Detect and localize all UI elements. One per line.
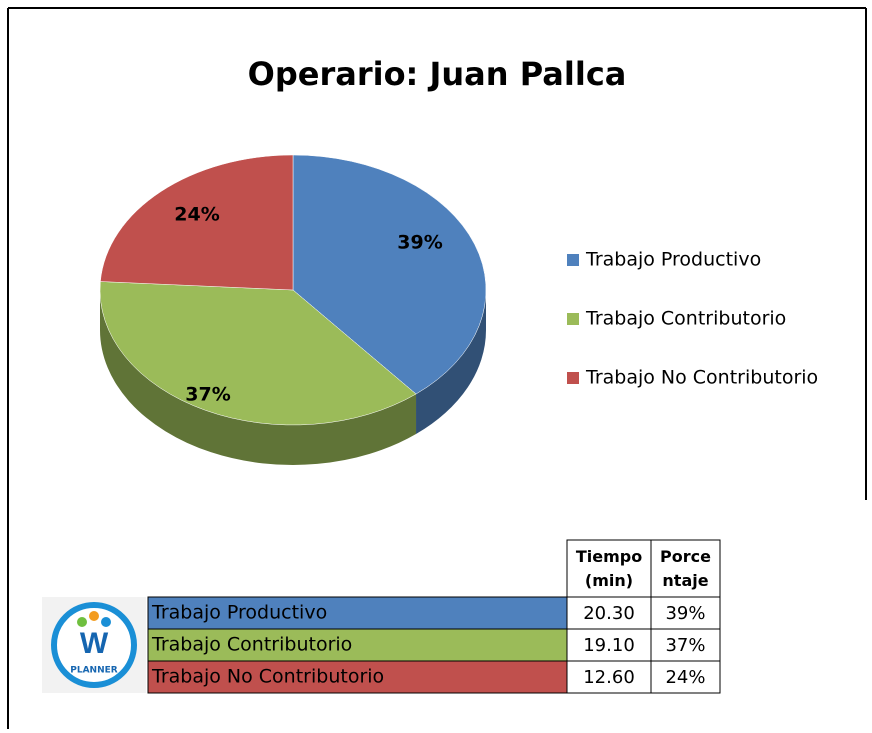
data-label: 37% xyxy=(185,384,230,406)
table-cell xyxy=(566,660,652,694)
slice-side xyxy=(100,290,417,465)
pie-slice xyxy=(100,154,294,291)
slice-top xyxy=(99,281,417,426)
table-value: 37% xyxy=(665,635,705,656)
pie-slice xyxy=(99,281,417,465)
table-cell xyxy=(566,596,652,630)
slice-top xyxy=(292,154,487,395)
table-cell xyxy=(650,628,721,662)
legend-swatch xyxy=(567,372,579,384)
logo-text: PLANNER xyxy=(70,666,118,676)
table-header-cell xyxy=(650,539,721,598)
data-label: 24% xyxy=(174,204,219,226)
table-value: 24% xyxy=(665,667,705,688)
pie-slice xyxy=(292,154,487,435)
slice-side xyxy=(416,290,486,435)
table-value: 39% xyxy=(665,603,705,624)
svg-text:W: W xyxy=(80,627,109,660)
category-label: Trabajo No Contributorio xyxy=(151,666,384,688)
legend-label: Trabajo Productivo xyxy=(585,249,761,271)
category-label: Trabajo Contributorio xyxy=(151,634,352,656)
legend-swatch xyxy=(567,254,579,266)
category-label: Trabajo Productivo xyxy=(151,602,327,624)
legend-label: Trabajo No Contributorio xyxy=(585,367,818,389)
table-header: Tiempo (min) xyxy=(575,546,643,590)
legend-swatch xyxy=(567,313,579,325)
legend-label: Trabajo Contributorio xyxy=(585,308,786,330)
table-value: 19.10 xyxy=(583,635,635,656)
logo: W PLANNER xyxy=(42,597,146,693)
data-label: 39% xyxy=(397,232,442,254)
table-cell xyxy=(650,596,721,630)
table-header: Porcentaje xyxy=(660,546,711,590)
slice-top xyxy=(100,154,294,291)
table-cell xyxy=(650,660,721,694)
chart-title: Operario: Juan Pallca xyxy=(248,55,627,93)
category-cell xyxy=(147,628,568,662)
table-value: 20.30 xyxy=(583,603,635,624)
header-fo: Tiempo (min) xyxy=(575,546,643,590)
header-fo: Porcentaje xyxy=(660,546,711,590)
table-value: 12.60 xyxy=(583,667,635,688)
category-cell xyxy=(147,660,568,694)
